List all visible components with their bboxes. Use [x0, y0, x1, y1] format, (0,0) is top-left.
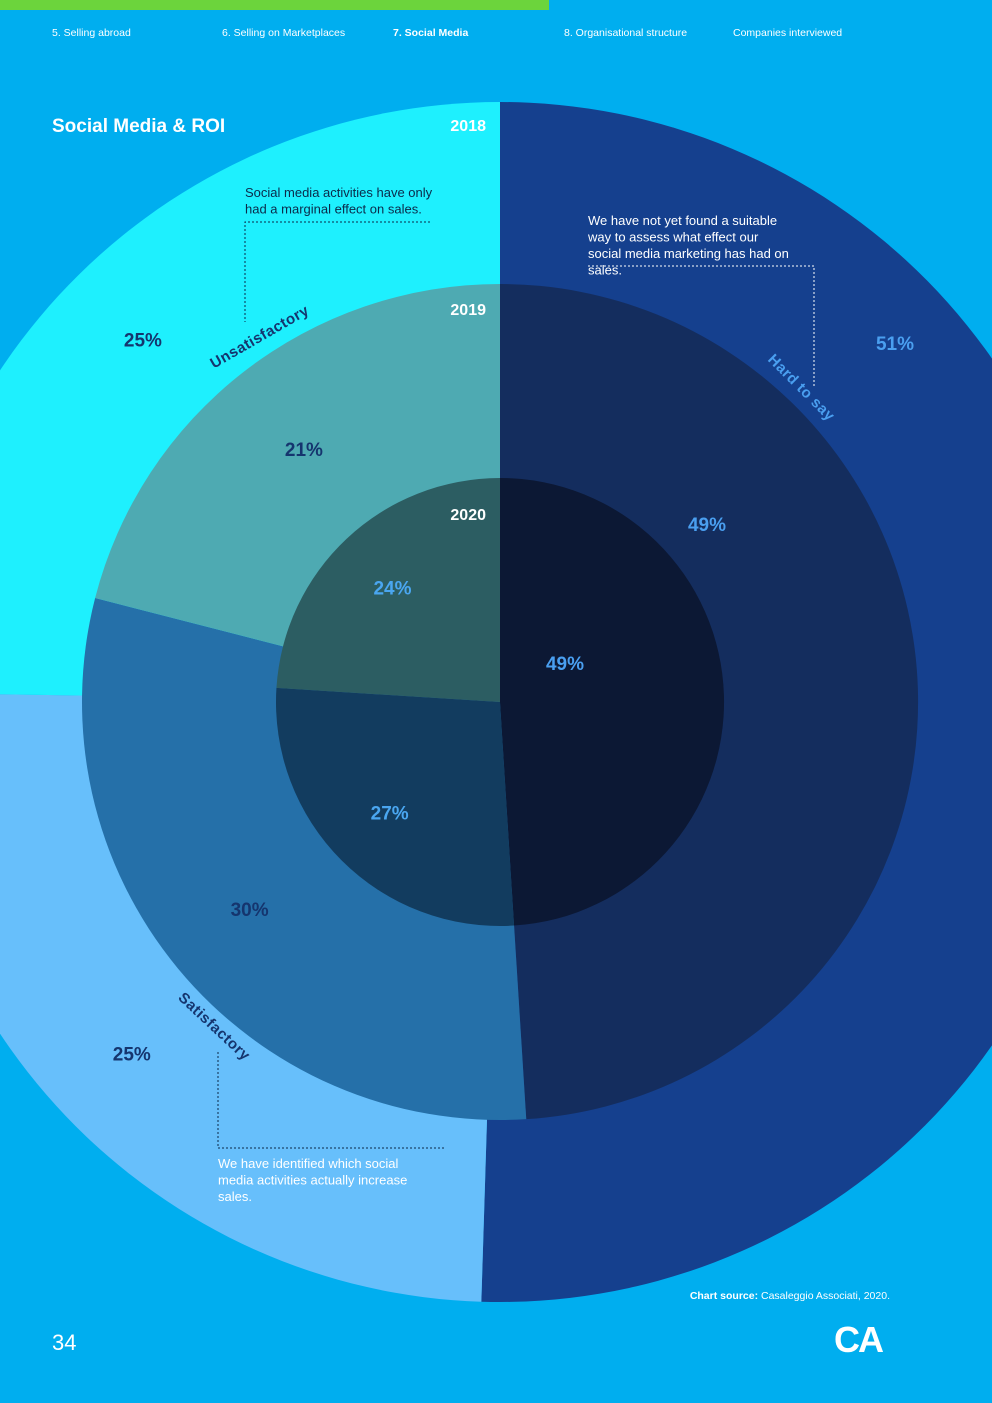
leader-line-hard-to-say: [588, 265, 815, 388]
nav-item-selling-on-marketplaces[interactable]: 6. Selling on Marketplaces: [222, 27, 346, 39]
chart-source: Chart source: Casaleggio Associati, 2020…: [690, 1290, 890, 1302]
value-label-2018-satisfactory: 25%: [113, 1044, 151, 1065]
ring-label-2018: 2018: [450, 118, 486, 135]
value-label-2020-satisfactory: 27%: [371, 803, 409, 824]
progress-fill: [0, 0, 549, 10]
source-label: Chart source:: [689, 1290, 759, 1302]
leader-line-satisfactory: [217, 1052, 446, 1149]
section-navigation: 5. Selling abroad 6. Selling on Marketpl…: [0, 27, 992, 41]
ring-label-2020: 2020: [450, 507, 486, 524]
nav-item-companies-interviewed[interactable]: Companies interviewed: [733, 27, 843, 39]
ring-label-2019: 2019: [450, 302, 486, 319]
progress-bar: [0, 0, 992, 10]
nav-item-organisational-structure[interactable]: 8. Organisational structure: [564, 27, 688, 39]
chart-title: Social Media & ROI: [52, 116, 225, 137]
annotation-unsatisfactory: Social media activities have only had a m…: [245, 185, 433, 217]
ca-logo: CA: [834, 1319, 886, 1358]
logo-text: CA: [834, 1319, 884, 1358]
slice-2020-unsatisfactory: [276, 478, 500, 702]
value-label-2018-hard-to-say: 51%: [876, 334, 914, 355]
value-label-2019-unsatisfactory: 21%: [285, 440, 323, 461]
slice-2020-satisfactory: [275, 687, 515, 927]
value-label-2018-unsatisfactory: 25%: [124, 330, 162, 351]
annotation-hard-to-say: We have not yet found a suitable way to a…: [587, 213, 789, 278]
nav-item-social-media[interactable]: 7. Social Media: [393, 27, 469, 39]
leader-line-unsatisfactory: [244, 221, 430, 322]
annotation-satisfactory: We have identified which social media act…: [218, 1156, 407, 1204]
value-label-2019-satisfactory: 30%: [231, 900, 269, 921]
value-label-2020-unsatisfactory: 24%: [373, 579, 411, 600]
nav-item-selling-abroad[interactable]: 5. Selling abroad: [52, 27, 131, 39]
source-text: Casaleggio Associati, 2020.: [758, 1290, 890, 1302]
value-label-2020-hard-to-say: 49%: [546, 654, 584, 675]
slice-2020-hard-to-say: [500, 477, 725, 926]
value-label-2019-hard-to-say: 49%: [688, 515, 726, 536]
page-number: 34: [52, 1330, 77, 1355]
